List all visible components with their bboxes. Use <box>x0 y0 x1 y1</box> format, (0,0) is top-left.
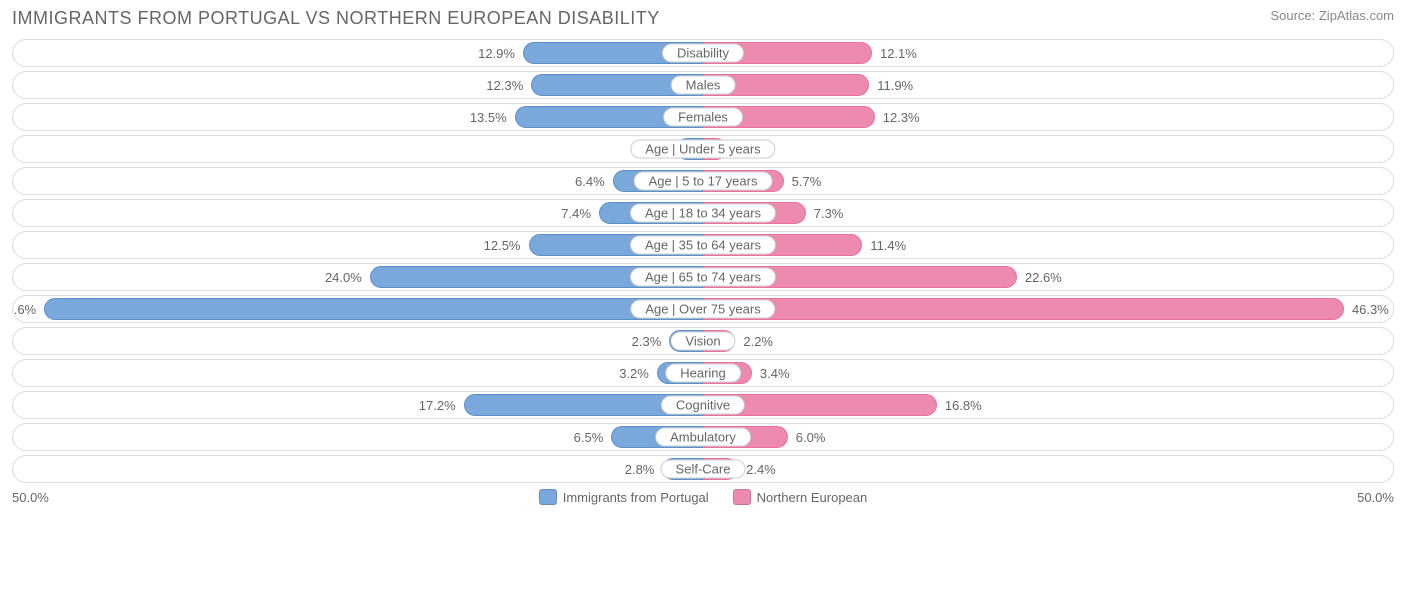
chart-row: 1.8%1.6%Age | Under 5 years <box>12 135 1394 163</box>
chart-footer: 50.0% Immigrants from Portugal Northern … <box>12 489 1394 505</box>
value-label-left: 12.3% <box>486 72 523 98</box>
category-label: Cognitive <box>661 396 745 415</box>
value-label-left: 13.5% <box>470 104 507 130</box>
chart-row: 24.0% 22.6% Age | 65 to 74 years <box>12 263 1394 291</box>
header: IMMIGRANTS FROM PORTUGAL VS NORTHERN EUR… <box>12 8 1394 29</box>
legend: Immigrants from Portugal Northern Europe… <box>539 489 868 505</box>
value-label-left: 7.4% <box>561 200 591 226</box>
category-label: Age | Under 5 years <box>630 140 775 159</box>
legend-swatch-left <box>539 489 557 505</box>
value-label-right: 11.9% <box>877 72 913 98</box>
chart-row: 3.2% 3.4% Hearing <box>12 359 1394 387</box>
value-label-left: 2.8% <box>625 456 655 482</box>
value-label-right: 12.1% <box>880 40 917 66</box>
value-label-left: 47.6% <box>12 296 36 322</box>
value-label-right: 46.3% <box>1352 296 1389 322</box>
chart-row: 6.5% 6.0% Ambulatory <box>12 423 1394 451</box>
value-label-right: 11.4% <box>870 232 906 258</box>
value-label-left: 17.2% <box>419 392 456 418</box>
bar-left <box>44 298 703 320</box>
category-label: Ambulatory <box>655 428 751 447</box>
category-label: Males <box>671 76 736 95</box>
category-label: Age | Over 75 years <box>630 300 775 319</box>
legend-item-right: Northern European <box>733 489 868 505</box>
category-label: Self-Care <box>661 460 746 479</box>
chart-row: 7.4% 7.3% Age | 18 to 34 years <box>12 199 1394 227</box>
legend-swatch-right <box>733 489 751 505</box>
chart-row: 12.5% 11.4% Age | 35 to 64 years <box>12 231 1394 259</box>
value-label-right: 12.3% <box>883 104 920 130</box>
category-label: Age | 5 to 17 years <box>634 172 773 191</box>
diverging-bar-chart: 12.9% 12.1% Disability 12.3% 11.9% Males 13.5%… <box>12 39 1394 483</box>
chart-row: 2.3% 2.2% Vision <box>12 327 1394 355</box>
category-label: Vision <box>670 332 735 351</box>
chart-row: 47.6% 46.3% Age | Over 75 years <box>12 295 1394 323</box>
value-label-right: 3.4% <box>760 360 790 386</box>
source-label: Source: ZipAtlas.com <box>1270 8 1394 23</box>
value-label-right: 16.8% <box>945 392 982 418</box>
category-label: Age | 35 to 64 years <box>630 236 776 255</box>
value-label-left: 6.4% <box>575 168 605 194</box>
chart-row: 12.9% 12.1% Disability <box>12 39 1394 67</box>
value-label-right: 6.0% <box>796 424 826 450</box>
value-label-right: 7.3% <box>814 200 844 226</box>
chart-row: 6.4% 5.7% Age | 5 to 17 years <box>12 167 1394 195</box>
chart-title: IMMIGRANTS FROM PORTUGAL VS NORTHERN EUR… <box>12 8 660 29</box>
category-label: Hearing <box>665 364 741 383</box>
category-label: Females <box>663 108 743 127</box>
legend-label-right: Northern European <box>757 490 868 505</box>
chart-row: 17.2% 16.8% Cognitive <box>12 391 1394 419</box>
value-label-left: 12.9% <box>478 40 515 66</box>
legend-label-left: Immigrants from Portugal <box>563 490 709 505</box>
chart-row: 2.8% 2.4%Self-Care <box>12 455 1394 483</box>
category-label: Disability <box>662 44 744 63</box>
value-label-right: 2.2% <box>743 328 773 354</box>
value-label-left: 6.5% <box>574 424 604 450</box>
value-label-right: 2.4% <box>746 456 776 482</box>
legend-item-left: Immigrants from Portugal <box>539 489 709 505</box>
value-label-left: 24.0% <box>325 264 362 290</box>
value-label-left: 3.2% <box>619 360 649 386</box>
axis-left-max: 50.0% <box>12 490 49 505</box>
category-label: Age | 18 to 34 years <box>630 204 776 223</box>
value-label-left: 2.3% <box>632 328 662 354</box>
category-label: Age | 65 to 74 years <box>630 268 776 287</box>
value-label-right: 5.7% <box>792 168 822 194</box>
axis-right-max: 50.0% <box>1357 490 1394 505</box>
bar-right <box>703 298 1344 320</box>
chart-row: 12.3% 11.9% Males <box>12 71 1394 99</box>
value-label-left: 12.5% <box>484 232 521 258</box>
chart-row: 13.5% 12.3% Females <box>12 103 1394 131</box>
value-label-right: 22.6% <box>1025 264 1062 290</box>
